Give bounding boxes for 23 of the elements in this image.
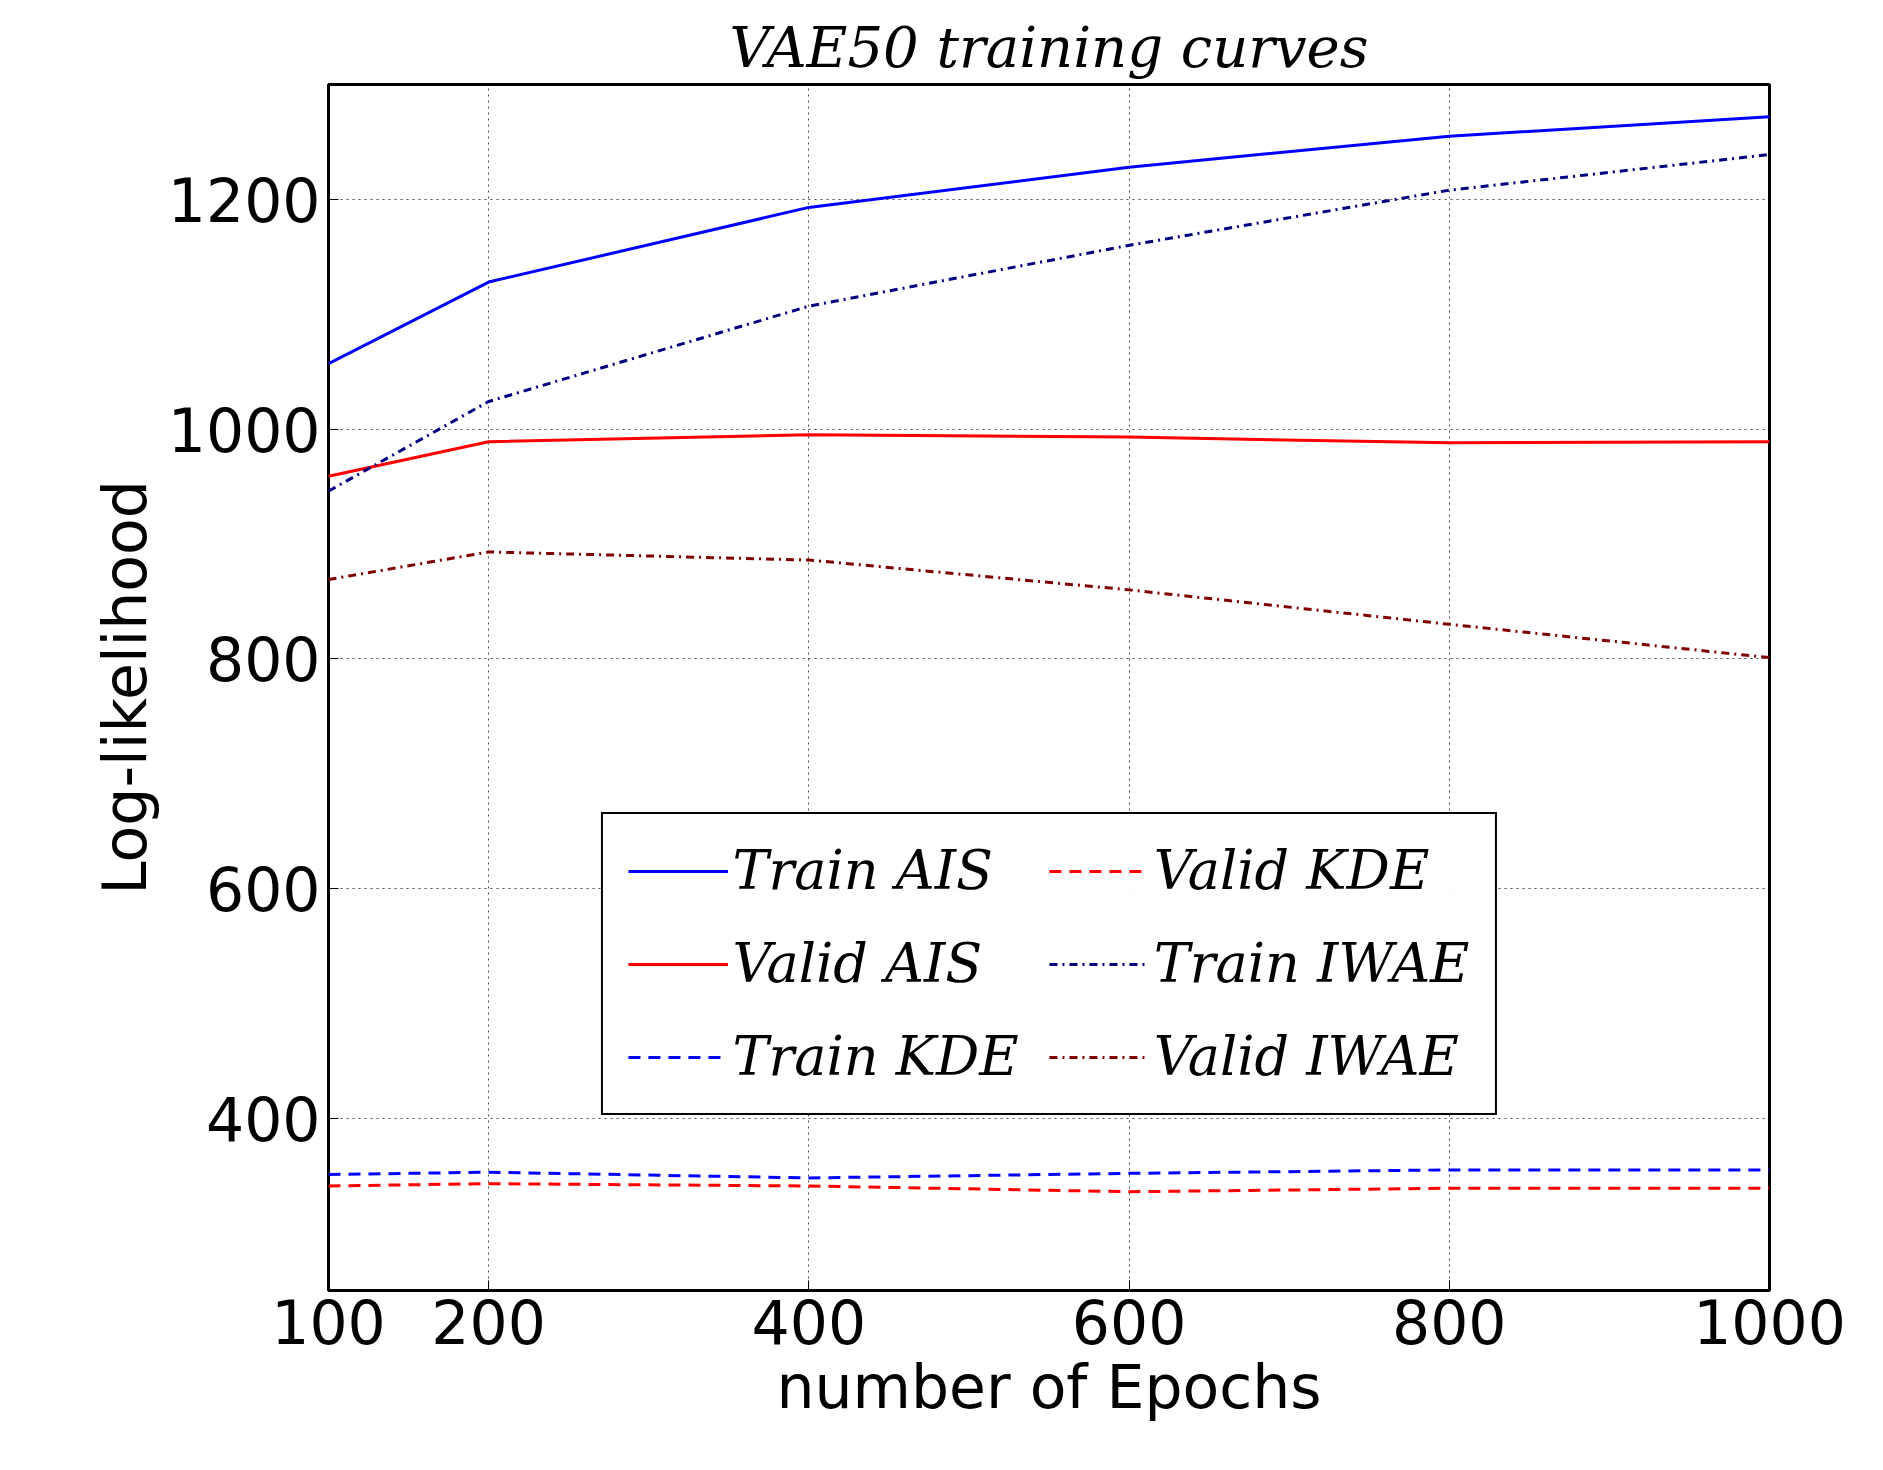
line-series [328,153,1770,493]
legend-label: Train KDE [732,1025,1019,1088]
y-tick-label: 400 [205,1084,321,1155]
legend-label: Valid KDE [1153,839,1430,902]
y-tick-label: 800 [205,625,321,696]
x-tick-label: 1000 [1693,1287,1846,1358]
line-series [328,550,1770,660]
line-series [328,1168,1770,1180]
y-tick-label: 600 [205,855,321,925]
line-series [328,1182,1770,1194]
chart-title: VAE50 training curves [729,14,1369,80]
legend-label: Train IWAE [1153,932,1470,995]
legend-label: Valid IWAE [1153,1025,1459,1088]
x-tick-label: 800 [1392,1287,1507,1358]
legend-label: Train AIS [732,839,994,902]
y-tick-label: 1200 [167,165,321,236]
x-tick-label: 100 [271,1287,386,1358]
line-series [328,433,1770,478]
line-series [328,115,1770,366]
y-axis-title: Log-likelihood [89,480,160,895]
legend-label: Valid AIS [732,932,983,995]
x-tick-label: 200 [431,1287,546,1358]
y-tick-label: 1000 [167,395,321,466]
